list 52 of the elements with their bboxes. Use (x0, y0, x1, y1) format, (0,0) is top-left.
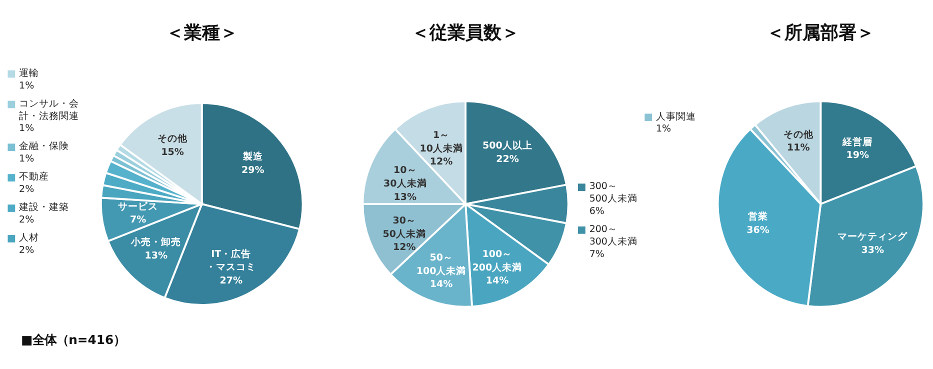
legend-label: 人事関連 (656, 110, 696, 122)
slice-label: IT・広告・マスコミ (206, 248, 256, 274)
chart-title: ＜従業員数＞ (412, 22, 520, 44)
slice-label: 50～100人未満 (416, 252, 466, 277)
slice-label: マーケティング (838, 230, 909, 243)
data-label: 29% (241, 165, 265, 176)
slice-label: その他 (783, 128, 814, 140)
slice-label: サービス (118, 200, 158, 212)
data-label: 14% (486, 276, 510, 287)
slice-label: 小売・卸売 (130, 236, 182, 248)
slice-label: 100～200人未満 (472, 248, 522, 274)
slice-label: その他 (158, 132, 189, 145)
legend-label: 200～300人未満 (589, 224, 638, 248)
data-label: 1% (656, 124, 672, 135)
data-label: 11% (786, 142, 810, 154)
data-label: 2% (19, 214, 34, 226)
data-label: 13% (144, 250, 168, 262)
slice-label: 10～30人未満 (384, 165, 427, 190)
text: ■全体（n=416） (20, 332, 126, 347)
data-label: 1% (19, 123, 34, 134)
data-label: 7% (589, 248, 604, 260)
data-label: 1% (19, 154, 34, 165)
data-label: 36% (746, 224, 770, 236)
legend-label: 300～500人未満 (589, 181, 638, 205)
data-label: 19% (846, 150, 870, 162)
data-label: 13% (394, 192, 418, 203)
data-label: 1% (19, 80, 34, 92)
data-label: 33% (861, 244, 885, 256)
slice-label: 経営層 (842, 136, 873, 148)
legend-label: コンサル・会計・法務関連 (19, 97, 80, 122)
data-label: 2% (19, 184, 34, 196)
legend-label: 人材 (19, 232, 40, 244)
data-label: 15% (161, 147, 184, 158)
legend-label: 金融・保険 (19, 140, 70, 152)
legend-label: 不動産 (19, 170, 50, 183)
data-label: 14% (430, 279, 454, 290)
data-label: 6% (589, 206, 604, 217)
data-label: 12% (392, 242, 416, 254)
data-label: 22% (496, 154, 520, 165)
legend-label: 運輸 (19, 66, 40, 79)
slice-label: 1～10人未満 (420, 130, 463, 154)
data-label: 2% (19, 244, 34, 256)
legend-label: 建設・建築 (18, 201, 70, 214)
data-label: 27% (220, 275, 244, 286)
slice-label: 500人以上 (482, 140, 532, 152)
chart-title: ＜所属部署＞ (766, 22, 875, 44)
slice-label: 30～50人未満 (382, 215, 426, 240)
chart-title: ＜業種＞ (166, 22, 238, 44)
slice-label: 製造 (242, 150, 264, 163)
slice-label: 営業 (748, 210, 768, 223)
data-label: 7% (130, 214, 147, 226)
data-label: 12% (430, 156, 454, 168)
